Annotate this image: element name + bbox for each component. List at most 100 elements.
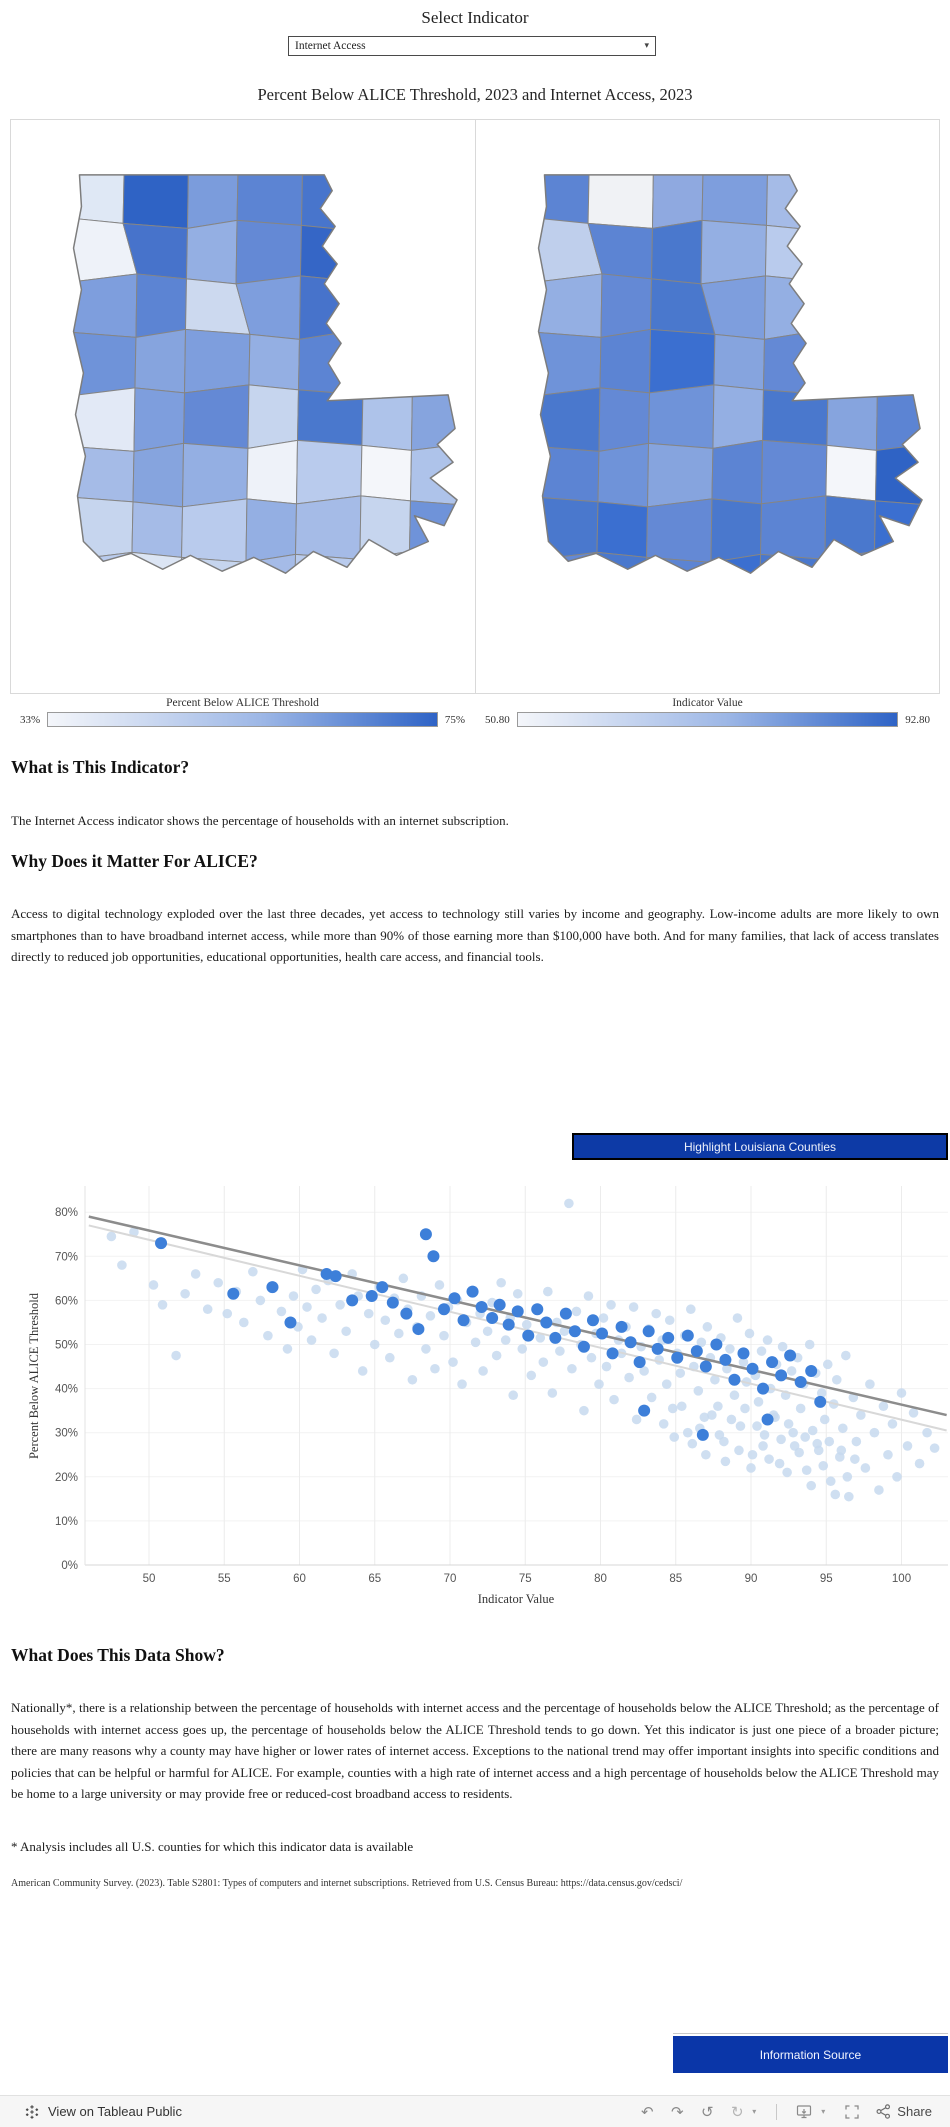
scatter-point-national[interactable] [747,1449,758,1460]
parish-cell[interactable] [181,498,248,563]
scatter-point-national[interactable] [239,1317,249,1328]
scatter-point-national[interactable] [380,1315,391,1326]
scatter-point-louisiana[interactable] [437,1303,450,1316]
download-caret-icon[interactable]: ▾ [821,2107,826,2116]
parish-cell[interactable] [487,163,541,227]
scatter-point-national[interactable] [500,1335,511,1345]
scatter-point-national[interactable] [878,1401,889,1412]
parish-cell[interactable] [595,551,648,608]
scatter-point-national[interactable] [117,1260,127,1270]
scatter-point-national[interactable] [804,1339,815,1350]
scatter-point-national[interactable] [735,1421,746,1431]
scatter-point-national[interactable] [661,1379,672,1389]
parish-cell[interactable] [134,328,187,394]
parish-cell[interactable] [713,333,765,391]
scatter-point-national[interactable] [517,1344,528,1354]
scatter-point-louisiana[interactable] [457,1314,470,1327]
scatter-point-national[interactable] [752,1421,762,1431]
parish-cell[interactable] [22,555,68,608]
scatter-point-national[interactable] [758,1441,768,1451]
scatter-point-national[interactable] [756,1346,767,1356]
scatter-point-national[interactable] [335,1300,345,1310]
parish-cell[interactable] [825,444,877,502]
scatter-point-national[interactable] [669,1432,680,1442]
scatter-point-louisiana[interactable] [448,1292,461,1305]
parish-cell[interactable] [245,498,297,563]
scatter-point-louisiana[interactable] [710,1338,723,1351]
scatter-point-national[interactable] [922,1427,932,1438]
parish-cell[interactable] [360,444,412,502]
scatter-point-national[interactable] [795,1403,806,1414]
parish-cell[interactable] [22,441,70,504]
scatter-point-national[interactable] [213,1277,224,1288]
parish-cell[interactable] [22,497,69,560]
scatter-point-national[interactable] [496,1277,506,1288]
scatter-point-national[interactable] [606,1300,616,1310]
scatter-point-louisiana[interactable] [531,1303,544,1316]
scatter-point-national[interactable] [710,1374,720,1385]
scatter-point-national[interactable] [776,1434,786,1445]
parish-cell[interactable] [184,328,251,394]
scatter-point-national[interactable] [693,1386,704,1396]
parish-cell[interactable] [67,551,133,608]
scatter-point-louisiana[interactable] [227,1287,240,1300]
parish-cell[interactable] [701,170,768,226]
scatter-point-national[interactable] [306,1335,317,1345]
scatter-point-louisiana[interactable] [596,1327,609,1340]
scatter-point-national[interactable] [341,1326,351,1337]
parish-cell[interactable] [649,328,716,394]
scatter-point-louisiana[interactable] [638,1404,651,1417]
scatter-point-louisiana[interactable] [746,1362,759,1375]
scatter-point-national[interactable] [841,1350,851,1361]
parish-cell[interactable] [537,273,603,338]
scatter-point-louisiana[interactable] [766,1356,779,1369]
scatter-point-national[interactable] [624,1372,634,1383]
scatter-point-national[interactable] [583,1291,594,1301]
parish-cell[interactable] [299,224,352,282]
scatter-point-national[interactable] [818,1460,829,1471]
scatter-point-national[interactable] [263,1330,273,1341]
scatter-point-national[interactable] [190,1269,201,1279]
parish-cell[interactable] [600,273,652,338]
scatter-point-national[interactable] [744,1328,755,1339]
scatter-point-national[interactable] [734,1445,744,1456]
scatter-point-national[interactable] [508,1390,519,1401]
scatter-point-national[interactable] [914,1458,925,1469]
scatter-point-louisiana[interactable] [427,1250,440,1263]
scatter-point-louisiana[interactable] [606,1347,619,1360]
parish-cell[interactable] [596,501,649,558]
parish-cell[interactable] [487,497,534,560]
parish-cell[interactable] [23,217,75,283]
scatter-point-louisiana[interactable] [365,1289,378,1302]
scatter-point-national[interactable] [385,1352,395,1363]
parish-cell[interactable] [22,277,73,340]
parish-cell[interactable] [248,333,300,391]
scatter-point-national[interactable] [908,1408,919,1418]
parish-cell[interactable] [412,277,462,342]
scatter-point-national[interactable] [725,1344,735,1354]
parish-cell[interactable] [711,439,763,505]
legend-gradient-bar[interactable] [47,712,438,727]
parish-cell[interactable] [22,391,71,446]
parish-cell[interactable] [488,217,540,283]
scatter-point-national[interactable] [667,1403,678,1414]
parish-cell[interactable] [297,389,364,446]
parish-cell[interactable] [762,330,829,396]
parish-cell[interactable] [236,170,303,226]
parish-cell[interactable] [814,221,881,287]
parish-cell[interactable] [598,387,651,452]
parish-cell[interactable] [22,163,76,227]
scatter-point-louisiana[interactable] [690,1345,703,1358]
scatter-point-national[interactable] [729,1390,740,1401]
scatter-point-national[interactable] [753,1397,764,1407]
parish-cell[interactable] [597,442,650,508]
scatter-point-national[interactable] [317,1313,327,1323]
parish-cell[interactable] [414,164,462,228]
scatter-point-louisiana[interactable] [699,1360,712,1373]
scatter-point-national[interactable] [543,1286,553,1297]
scatter-point-national[interactable] [538,1357,549,1367]
scatter-point-national[interactable] [836,1445,847,1456]
scatter-point-national[interactable] [171,1350,181,1361]
louisiana-choropleth-alice[interactable] [22,146,462,608]
scatter-canvas[interactable]: 0% 10% 20% 30% 40% 50% 60% 70% 80% 50 55 60 65 70 75 80… [0,1176,950,1628]
